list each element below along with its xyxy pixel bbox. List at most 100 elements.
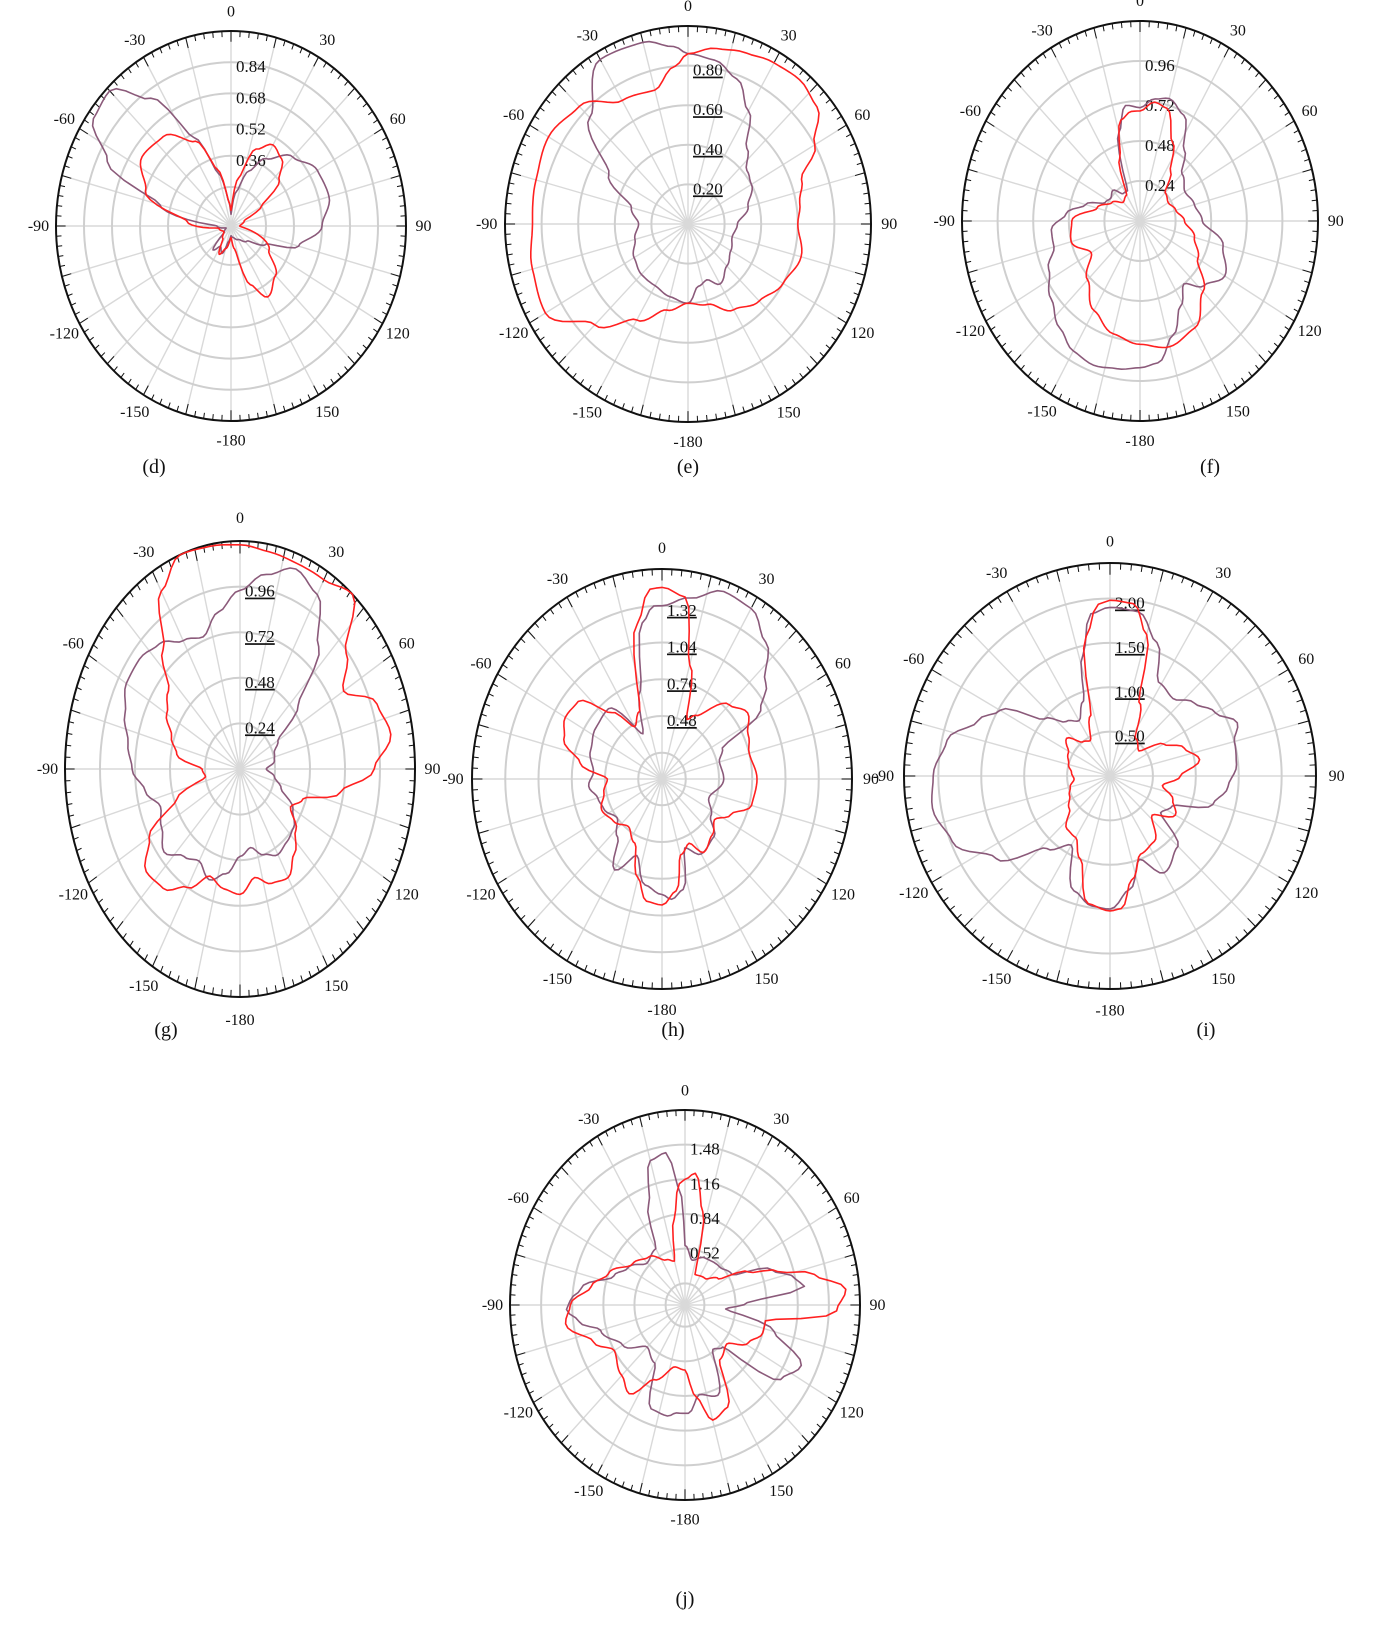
angle-tick xyxy=(1200,959,1204,967)
angle-tick xyxy=(613,1477,617,1484)
angle-tick-label: -120 xyxy=(956,323,985,340)
grid-circle xyxy=(83,61,379,391)
angle-tick xyxy=(844,1254,855,1258)
angle-tick xyxy=(702,1111,704,1117)
grid-spoke xyxy=(661,778,758,962)
angle-tick xyxy=(527,918,536,928)
angle-tick xyxy=(273,403,277,415)
angle-tick xyxy=(680,570,683,577)
grid-circle xyxy=(167,154,295,298)
grid-spoke xyxy=(931,775,1111,884)
angle-tick xyxy=(1206,950,1214,961)
angle-tick xyxy=(257,988,259,996)
angle-tick xyxy=(863,253,869,256)
grid-spoke xyxy=(1139,27,1187,222)
angle-tick xyxy=(707,576,712,588)
grid-spoke xyxy=(230,225,383,325)
angle-tick xyxy=(518,1362,524,1366)
angle-tick xyxy=(1305,731,1312,734)
angle-tick-label: -180 xyxy=(647,1002,676,1019)
angle-tick xyxy=(203,412,205,419)
angle-tick xyxy=(1285,120,1295,127)
angle-tick xyxy=(970,280,976,284)
angle-tick-label: 150 xyxy=(324,978,348,995)
angle-tick xyxy=(248,414,250,420)
angle-tick xyxy=(127,67,132,74)
grid-spoke xyxy=(684,1253,855,1306)
angle-tick-label: 30 xyxy=(1230,22,1246,39)
angle-tick xyxy=(176,405,180,412)
angle-tick xyxy=(474,810,481,813)
grid-circle xyxy=(169,676,311,862)
angle-tick xyxy=(159,47,163,54)
angle-tick xyxy=(1284,326,1290,331)
angle-tick-label: 150 xyxy=(1211,971,1235,988)
angle-tick-label: 60 xyxy=(835,656,851,673)
angle-tick xyxy=(727,582,731,589)
angle-tick xyxy=(1006,591,1014,602)
angle-tick xyxy=(640,32,644,44)
angle-tick xyxy=(699,573,702,580)
angle-tick-label: -60 xyxy=(503,107,524,124)
grid-spoke xyxy=(239,607,365,770)
angle-tick xyxy=(507,655,514,660)
angle-tick xyxy=(56,205,63,207)
grid-spoke xyxy=(1013,79,1141,222)
angle-tick xyxy=(843,745,850,748)
angle-tick-label: -150 xyxy=(543,971,572,988)
angle-tick xyxy=(337,372,342,378)
angle-tick xyxy=(185,979,189,986)
grid-spoke xyxy=(661,778,712,983)
angle-tick xyxy=(507,898,514,903)
grid-spoke xyxy=(595,223,689,396)
angle-tick xyxy=(356,352,362,357)
angle-tick xyxy=(113,366,118,372)
angle-tick xyxy=(719,1489,722,1496)
angle-tick xyxy=(1223,47,1230,58)
angle-tick xyxy=(109,916,115,922)
angle-tick xyxy=(1307,807,1314,810)
angle-tick xyxy=(144,577,148,584)
angle-tick xyxy=(558,602,563,609)
angle-tick xyxy=(394,675,401,680)
angle-tick xyxy=(1190,964,1195,971)
angle-tick xyxy=(630,1119,634,1126)
angle-tick xyxy=(1302,269,1313,274)
angle-tick xyxy=(548,1181,554,1187)
angle-tick xyxy=(566,950,573,962)
panel-label: (e) xyxy=(677,456,699,478)
angle-tick xyxy=(706,27,708,34)
radial-tick-label: 0.50 xyxy=(1115,727,1145,746)
angle-tick xyxy=(810,1431,816,1436)
angle-tick xyxy=(631,571,634,578)
angle-tick xyxy=(371,907,377,913)
angle-tick xyxy=(518,1244,524,1248)
angle-tick xyxy=(613,1126,617,1133)
angle-tick xyxy=(761,949,766,956)
grid-spoke xyxy=(1050,220,1141,395)
radial-tick-label: 0.84 xyxy=(690,1209,720,1228)
angle-tick xyxy=(1175,25,1178,32)
angle-tick xyxy=(589,1141,593,1147)
angle-tick xyxy=(143,385,149,396)
angle-tick xyxy=(622,573,625,580)
grid-spoke xyxy=(596,1135,686,1306)
angle-tick xyxy=(167,402,171,409)
angle-tick xyxy=(742,406,746,413)
angle-tick xyxy=(791,1451,796,1457)
angle-tick xyxy=(408,744,415,747)
panel-label: (h) xyxy=(661,1019,684,1041)
angle-tick xyxy=(777,1141,781,1147)
grid-circle xyxy=(1023,686,1197,866)
angle-tick xyxy=(307,394,311,400)
angle-tick xyxy=(816,889,822,894)
grid-spoke xyxy=(239,548,286,770)
angle-tick xyxy=(382,876,392,884)
angle-tick xyxy=(291,402,295,409)
grid-spoke xyxy=(612,575,663,780)
angle-tick xyxy=(575,591,579,598)
angle-tick-label: -180 xyxy=(1125,433,1154,450)
angle-tick xyxy=(74,311,80,315)
angle-tick xyxy=(539,107,545,112)
angle-tick xyxy=(98,634,104,640)
